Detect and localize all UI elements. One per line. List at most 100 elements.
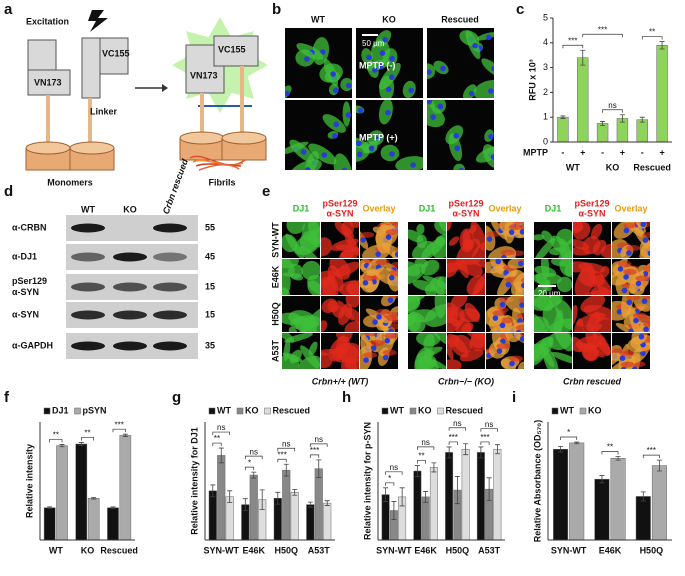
- error-bar: [259, 489, 265, 510]
- x-tick-label: +: [659, 147, 664, 157]
- x-tick-label: A53T: [478, 545, 501, 555]
- cell: [534, 296, 553, 312]
- significance-bracket: [244, 466, 255, 471]
- error-bar: [307, 501, 313, 508]
- error-bar: [558, 446, 564, 453]
- cell: [412, 280, 438, 292]
- cell: [396, 307, 398, 312]
- cell: [575, 335, 606, 350]
- cell: [642, 232, 650, 239]
- cell: [337, 300, 354, 321]
- micrograph-cells: [285, 101, 352, 170]
- legend-swatch: [551, 407, 559, 415]
- error-bar: [423, 491, 429, 503]
- significance-label: **: [649, 28, 655, 37]
- cell: [434, 296, 446, 319]
- bar: [225, 496, 234, 541]
- nucleus: [621, 287, 628, 294]
- cell: [500, 249, 515, 256]
- nucleus: [408, 87, 415, 94]
- nucleus: [643, 326, 649, 332]
- bar: [635, 496, 651, 541]
- blot-band: [71, 252, 105, 262]
- cell: [460, 259, 481, 265]
- nucleus: [492, 315, 499, 321]
- nucleus: [490, 154, 494, 160]
- significance-label: ***: [480, 433, 489, 442]
- micrograph-cells: [282, 306, 320, 332]
- vn173-label: VN173: [190, 70, 218, 80]
- micrograph-cells: [414, 333, 446, 369]
- nucleus: [360, 237, 366, 243]
- significance-bracket: [641, 36, 663, 40]
- nucleus: [300, 149, 307, 155]
- channel-header: pSer129: [448, 198, 483, 208]
- nucleus: [384, 337, 391, 344]
- significance-bracket: [448, 441, 458, 445]
- bar: [569, 442, 585, 541]
- nucleus: [519, 302, 524, 308]
- cell: [517, 259, 524, 262]
- blot-band: [153, 252, 187, 262]
- nucleus: [370, 345, 377, 351]
- cell: [450, 296, 468, 309]
- micrograph-cells: [427, 30, 494, 98]
- cell: [447, 302, 459, 324]
- bar: [119, 435, 132, 541]
- cell: [360, 231, 375, 238]
- column-header: KO: [382, 14, 396, 24]
- error-bar: [59, 444, 65, 448]
- panel-letter: g: [172, 389, 181, 406]
- cell: [534, 234, 545, 241]
- cell: [447, 222, 452, 232]
- significance-label: *: [567, 428, 570, 437]
- cell: [556, 276, 572, 293]
- significance-bracket: [562, 44, 584, 49]
- x-tick-label: +: [580, 147, 585, 157]
- row-label: A53T: [270, 339, 280, 362]
- micrograph-cells: [321, 259, 359, 295]
- lane-header: Crbn rescued: [161, 157, 190, 215]
- significance-bracket: [112, 428, 126, 433]
- y-axis-label: Relative Absorbance (OD₅₇₀): [532, 420, 542, 542]
- legend-label: pSYN: [83, 405, 107, 415]
- significance-label: ns: [421, 438, 429, 447]
- significance-label: ***: [277, 450, 286, 459]
- blot-label: pSer129: [12, 276, 47, 286]
- error-bar: [600, 121, 606, 126]
- significance-bracket: [480, 441, 490, 445]
- cell: [546, 318, 572, 332]
- cell: [421, 237, 446, 258]
- nucleus: [486, 34, 492, 41]
- x-tick-label: SYN-WT: [551, 545, 587, 555]
- nucleus: [616, 308, 623, 315]
- blot-band: [113, 252, 147, 262]
- nucleus: [491, 65, 494, 72]
- x-tick-label: SYN-WT: [204, 545, 240, 555]
- blot-band: [71, 282, 105, 292]
- nucleus: [619, 355, 626, 362]
- nucleus: [385, 86, 392, 93]
- fibril-strand: [192, 159, 244, 166]
- error-bar: [251, 471, 257, 479]
- cell: [394, 246, 398, 252]
- cell: [515, 324, 524, 331]
- legend-swatch: [579, 407, 587, 415]
- linker-stick: [240, 66, 244, 135]
- error-bar: [218, 447, 224, 464]
- bar: [429, 467, 438, 541]
- micrograph-cells: [408, 222, 446, 258]
- micrograph-cells: [612, 259, 650, 295]
- cell: [286, 222, 305, 234]
- mw-label: 15: [205, 309, 215, 319]
- bar: [306, 504, 315, 541]
- nucleus: [638, 333, 645, 340]
- error-bar: [110, 506, 116, 509]
- cell: [642, 265, 650, 272]
- micrograph-cells: [408, 296, 446, 332]
- nucleus: [375, 251, 381, 257]
- significance-bracket: [417, 446, 435, 450]
- fibril-strand: [195, 163, 242, 167]
- micrograph-cells: [285, 37, 352, 98]
- error-bar: [494, 444, 500, 455]
